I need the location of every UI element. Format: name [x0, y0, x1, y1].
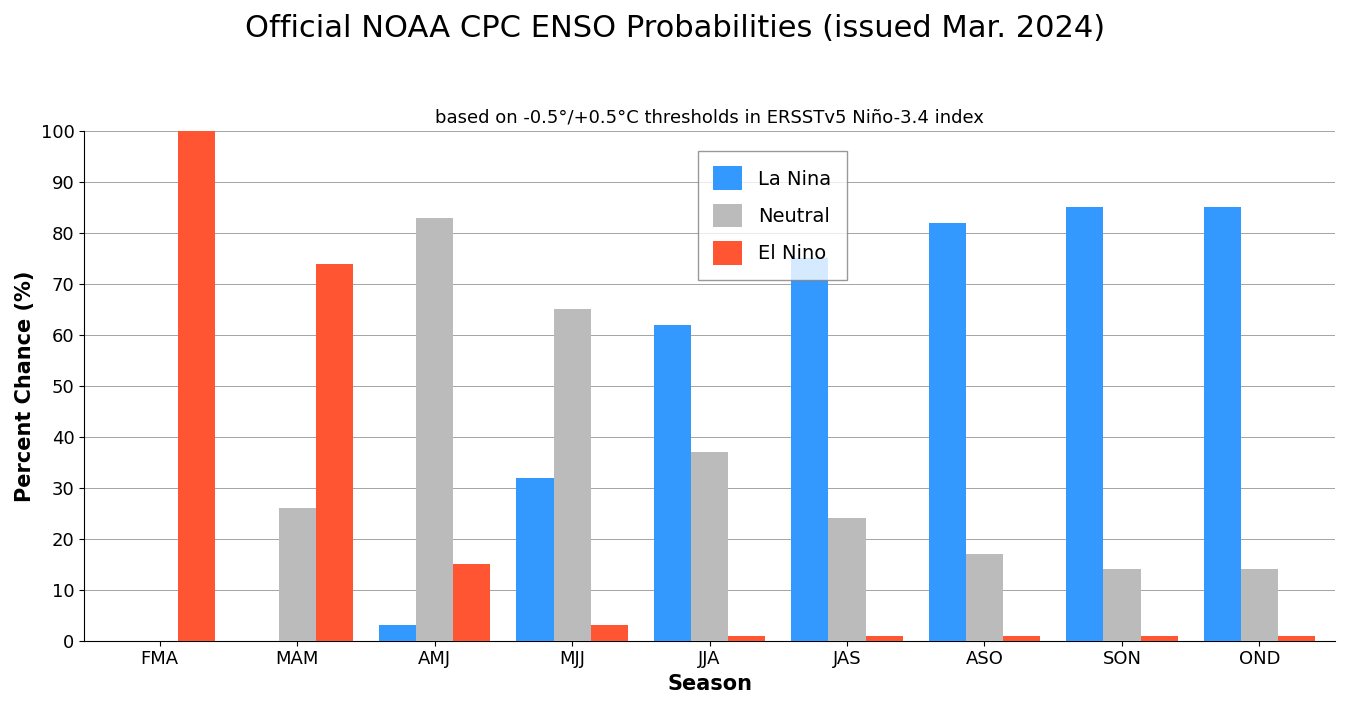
Bar [1241, 569, 1278, 641]
Bar [554, 309, 591, 641]
Text: Official NOAA CPC ENSO Probabilities (issued Mar. 2024): Official NOAA CPC ENSO Probabilities (is… [244, 14, 1106, 43]
Bar [929, 223, 967, 641]
Bar [967, 554, 1003, 641]
Bar [591, 625, 628, 641]
Bar [1103, 569, 1141, 641]
Bar [379, 625, 416, 641]
Bar [1066, 208, 1103, 641]
Bar [791, 258, 829, 641]
Bar [416, 218, 454, 641]
Bar [1003, 636, 1040, 641]
Bar [178, 131, 216, 641]
Title: based on -0.5°/+0.5°C thresholds in ERSSTv5 Niño-3.4 index: based on -0.5°/+0.5°C thresholds in ERSS… [435, 108, 984, 127]
Bar [829, 518, 865, 641]
Bar [517, 478, 553, 641]
Bar [653, 325, 691, 641]
Bar [1204, 208, 1241, 641]
Bar [728, 636, 765, 641]
Y-axis label: Percent Chance (%): Percent Chance (%) [15, 270, 35, 501]
Bar [865, 636, 903, 641]
X-axis label: Season: Season [667, 674, 752, 694]
Bar [1278, 636, 1315, 641]
Bar [454, 564, 490, 641]
Bar [691, 452, 728, 641]
Bar [278, 508, 316, 641]
Bar [316, 264, 352, 641]
Legend: La Nina, Neutral, El Nino: La Nina, Neutral, El Nino [698, 151, 846, 280]
Bar [1141, 636, 1177, 641]
